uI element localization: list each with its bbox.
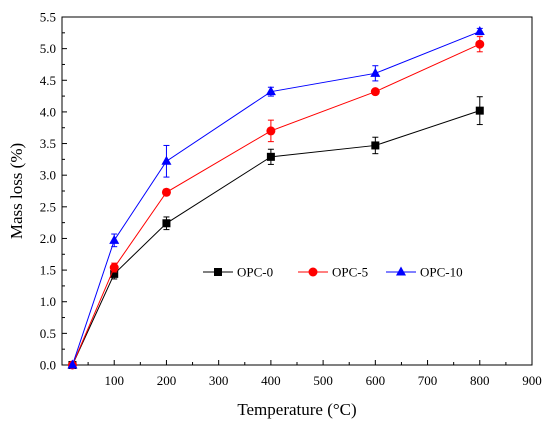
- data-point: [475, 106, 484, 115]
- legend-marker: [308, 267, 318, 277]
- series-line: [71, 110, 480, 366]
- data-point: [371, 141, 380, 150]
- y-tick-label: 5.5: [40, 10, 56, 25]
- x-tick-label: 300: [209, 373, 229, 388]
- y-tick-label: 0.0: [40, 358, 56, 373]
- x-tick-label: 200: [157, 373, 177, 388]
- data-point: [161, 187, 171, 197]
- series-line: [71, 31, 480, 366]
- legend-label: OPC-0: [237, 265, 273, 280]
- series-opc-0: [68, 96, 484, 369]
- y-tick-label: 2.0: [40, 231, 56, 246]
- y-tick-label: 4.0: [40, 104, 56, 119]
- y-tick-label: 1.5: [40, 263, 56, 278]
- data-point: [110, 269, 119, 278]
- data-point: [161, 155, 172, 165]
- y-tick-label: 5.0: [40, 41, 56, 56]
- y-tick-label: 0.5: [40, 326, 56, 341]
- series-layer: [67, 26, 485, 370]
- legend-item-opc-5: OPC-5: [298, 265, 368, 280]
- y-tick-label: 4.5: [40, 73, 56, 88]
- y-tick-label: 3.0: [40, 168, 56, 183]
- x-tick-label: 800: [470, 373, 490, 388]
- data-point: [370, 87, 380, 97]
- x-tick-label: 100: [104, 373, 124, 388]
- plot-frame: [61, 16, 533, 366]
- y-tick-label: 2.5: [40, 199, 56, 214]
- legend-label: OPC-5: [332, 265, 368, 280]
- x-axis: 100 200 300 400 500 600 700 800 900: [87, 360, 542, 388]
- data-point: [475, 39, 485, 49]
- x-tick-label: 900: [522, 373, 542, 388]
- data-point: [67, 359, 78, 369]
- legend-marker: [214, 268, 222, 276]
- y-tick-label: 1.0: [40, 294, 56, 309]
- legend-item-opc-0: OPC-0: [203, 265, 273, 280]
- series-line: [71, 43, 480, 366]
- data-point: [162, 219, 171, 228]
- series-opc-5: [67, 36, 485, 370]
- x-tick-label: 700: [418, 373, 438, 388]
- x-tick-label: 600: [366, 373, 386, 388]
- series-opc-10: [67, 26, 485, 369]
- y-tick-label: 3.5: [40, 136, 56, 151]
- data-point: [109, 263, 119, 273]
- legend-item-opc-10: OPC-10: [386, 265, 463, 280]
- legend-label: OPC-10: [420, 265, 463, 280]
- data-point: [266, 152, 275, 161]
- legend-marker: [396, 266, 406, 276]
- data-point: [266, 126, 276, 136]
- data-point: [474, 26, 485, 36]
- x-tick-label: 400: [261, 373, 281, 388]
- legend: OPC-0 OPC-5 OPC-10: [203, 265, 463, 280]
- y-axis-title: Mass loss (%): [7, 143, 26, 239]
- y-axis: 0.0 0.5 1.0 1.5 2.0 2.5 3.0 3.5 4.0 4.5 5.0 5.5: [40, 10, 67, 373]
- x-tick-label: 500: [313, 373, 333, 388]
- x-axis-title: Temperature (°C): [237, 400, 356, 419]
- data-point: [265, 86, 276, 96]
- data-point: [109, 234, 120, 244]
- data-point: [370, 67, 381, 77]
